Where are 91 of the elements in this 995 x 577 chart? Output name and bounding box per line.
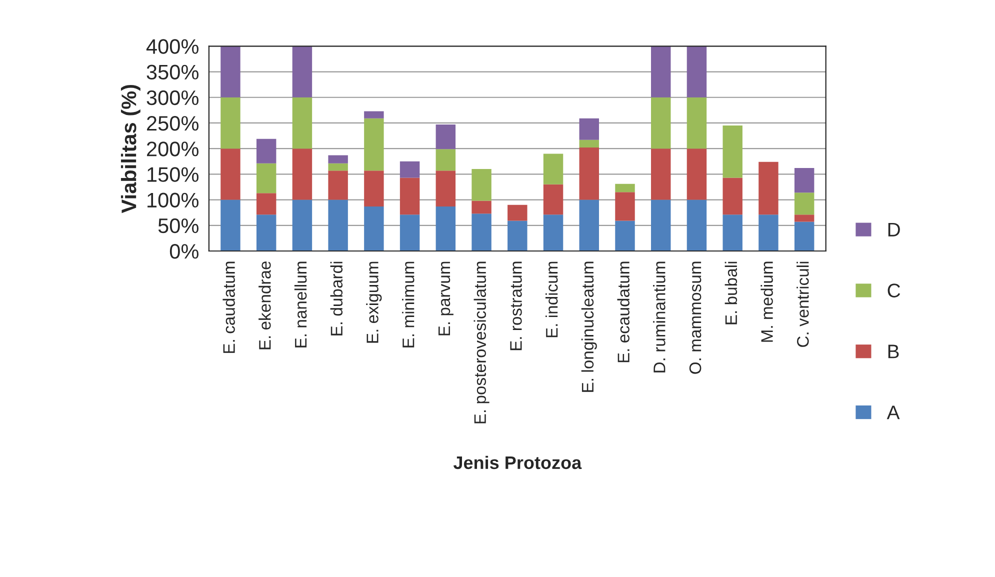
x-tick-label: E. longinucleatum (581, 262, 597, 392)
x-tick-label: E. ecaudatum (617, 262, 630, 362)
bar (364, 206, 384, 251)
bar (220, 200, 240, 251)
x-tick-label: E. dubardi (330, 262, 343, 336)
x-tick-label: D. ruminantium (653, 262, 666, 372)
x-tick-label: O. mammosum (689, 262, 702, 374)
bar (472, 214, 492, 251)
legend-label: B (888, 344, 899, 358)
bar (328, 170, 348, 200)
bar (543, 184, 564, 215)
bar (436, 170, 456, 206)
bar (400, 161, 420, 178)
bar (686, 46, 707, 98)
x-tick-label: E. ekendrae (258, 261, 271, 350)
bar (400, 214, 420, 251)
bar (292, 148, 312, 200)
bar (292, 200, 312, 251)
bar (686, 200, 707, 251)
y-tick-label: 200% (146, 142, 198, 156)
bar (292, 46, 312, 98)
y-tick-label: 300% (146, 90, 198, 106)
bar (436, 124, 456, 150)
bar (364, 111, 384, 118)
legend-label: C (888, 284, 900, 298)
bar (220, 46, 240, 98)
bar (472, 169, 492, 201)
bar (686, 97, 707, 149)
bar (220, 97, 240, 149)
y-tick-label: 100% (148, 192, 198, 208)
x-axis-title: Jenis Protozoa (453, 456, 582, 470)
bar (615, 192, 635, 221)
y-tick-label: 50% (158, 218, 198, 234)
bar (579, 148, 599, 200)
bar (794, 222, 814, 251)
bar (579, 118, 599, 140)
bar (256, 163, 276, 194)
bar (794, 168, 814, 193)
bar (256, 214, 276, 251)
bar (543, 214, 564, 251)
bar (651, 148, 671, 200)
x-tick-label: E. caudatum (222, 262, 235, 353)
bar (651, 46, 671, 98)
bar (472, 200, 492, 214)
bar (722, 178, 742, 215)
y-tick-label: 150% (148, 167, 198, 182)
bar (543, 154, 564, 184)
bar (651, 200, 671, 251)
bar (436, 149, 456, 171)
bar (651, 97, 671, 149)
y-tick-label: 350% (146, 64, 198, 80)
y-tick-label: 400% (146, 39, 198, 54)
x-tick-label: E. indicum (546, 262, 558, 338)
y-axis-title: Viabilitas (%) (120, 84, 140, 214)
bar (328, 200, 348, 251)
bar (328, 155, 348, 164)
x-tick-label: E. posterovesiculatum (474, 262, 490, 424)
bar (436, 206, 456, 251)
bar (758, 214, 778, 251)
x-tick-label: E. nanellum (294, 262, 307, 348)
bar (722, 214, 742, 251)
bar (722, 126, 742, 178)
x-tick-label: C. ventriculi (796, 262, 809, 347)
legend-label: A (886, 406, 900, 420)
bar (364, 118, 384, 171)
bar (292, 97, 312, 149)
bar (220, 148, 240, 200)
bar (615, 184, 635, 192)
x-tick-label: M. medium (760, 262, 773, 342)
x-tick-label: E. rostratum (510, 262, 522, 350)
bar (328, 163, 348, 171)
bar (794, 214, 814, 222)
x-tick-label: E. bubali (724, 262, 738, 324)
bar (256, 193, 276, 215)
x-tick-label: E. parvum (438, 262, 454, 336)
bar (400, 178, 420, 215)
x-tick-label: E. exiguum (366, 262, 382, 343)
bar (758, 162, 778, 215)
legend-label: D (888, 222, 900, 236)
bar (579, 200, 599, 251)
bar (256, 138, 276, 164)
bar (794, 192, 814, 215)
bar (508, 204, 528, 221)
y-tick-label: 250% (146, 116, 198, 131)
bar (364, 170, 384, 206)
bar (508, 220, 528, 251)
bar (615, 220, 635, 251)
y-tick-label: 0% (170, 244, 198, 259)
x-tick-label: E. minimum (402, 262, 414, 348)
bar (579, 140, 599, 148)
bar (686, 148, 707, 200)
